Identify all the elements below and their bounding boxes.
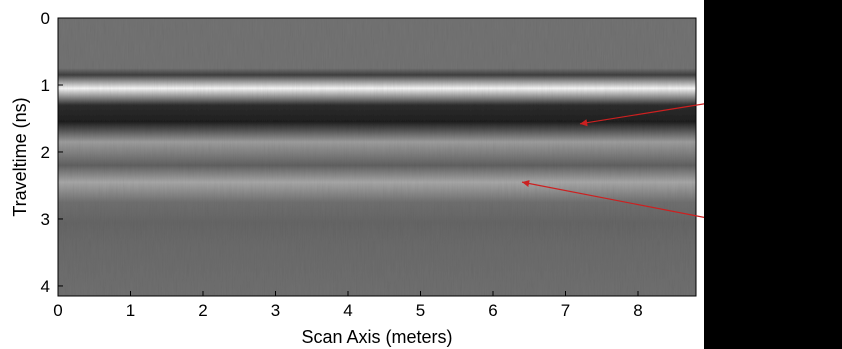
- plot-area: [57, 17, 697, 297]
- plot-frame: [57, 17, 697, 297]
- x-tick-label: 7: [561, 301, 570, 320]
- y-tick-label: 2: [41, 143, 50, 162]
- y-axis: 0 1 2 3 4: [41, 9, 63, 296]
- y-tick-label: 1: [41, 76, 50, 95]
- x-tick-label: 6: [488, 301, 497, 320]
- y-tick-label: 3: [41, 210, 50, 229]
- x-axis: 0 1 2 3 4 5 6 7 8: [53, 291, 643, 320]
- x-axis-label: Scan Axis (meters): [301, 327, 452, 347]
- x-tick-label: 1: [126, 301, 135, 320]
- annotation-layer: [521, 99, 729, 223]
- radargram-heatmap: [58, 18, 696, 296]
- x-tick-label: 2: [198, 301, 207, 320]
- y-axis-label: Traveltime (ns): [10, 97, 30, 216]
- x-tick-label: 5: [416, 301, 425, 320]
- x-tick-label: 8: [633, 301, 642, 320]
- y-tick-label: 0: [41, 9, 50, 28]
- annotation-arrow: [521, 179, 729, 223]
- x-tick-label: 3: [271, 301, 280, 320]
- y-tick-label: 4: [41, 277, 50, 296]
- annotation-arrow: [579, 99, 729, 127]
- black-panel: [704, 0, 842, 349]
- x-tick-label: 4: [343, 301, 352, 320]
- x-tick-label: 0: [53, 301, 62, 320]
